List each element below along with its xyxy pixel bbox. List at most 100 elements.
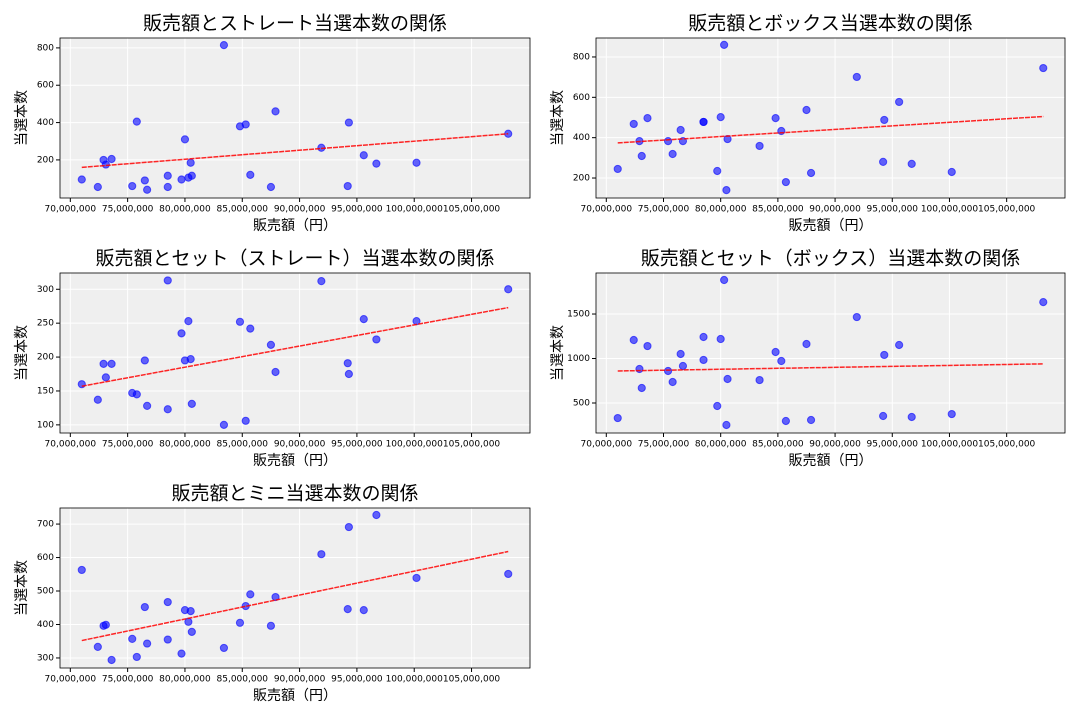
- scatter-point: [343, 359, 352, 368]
- y-tick-label: 1000: [567, 354, 590, 364]
- scatter-point: [947, 167, 956, 177]
- scatter-point: [907, 412, 916, 422]
- scatter-point: [895, 340, 904, 350]
- scatter-point: [132, 117, 141, 126]
- scatter-point: [629, 335, 638, 345]
- scatter-point: [412, 158, 421, 167]
- y-tick-label: 600: [37, 81, 54, 91]
- x-tick-label: 90,000,000: [809, 205, 861, 215]
- x-tick-label: 100,000,000: [386, 440, 444, 450]
- y-tick-label: 500: [37, 587, 54, 597]
- scatter-point: [504, 569, 513, 579]
- y-tick-label: 300: [37, 285, 54, 295]
- scatter-point: [755, 375, 764, 385]
- scatter-point: [143, 401, 152, 410]
- scatter-point: [101, 620, 110, 629]
- trend-line: [617, 363, 1044, 372]
- scatter-point: [186, 606, 195, 616]
- scatter-point: [246, 170, 255, 179]
- y-tick-label: 800: [37, 43, 54, 53]
- y-tick-label: 800: [573, 52, 590, 62]
- scatter-point: [177, 329, 186, 338]
- x-tick-label: 80,000,000: [159, 205, 211, 215]
- scatter-point: [187, 627, 196, 636]
- scatter-point: [241, 120, 250, 129]
- x-tick-label: 85,000,000: [217, 675, 269, 685]
- scatter-point: [635, 364, 644, 374]
- scatter-point: [219, 643, 229, 653]
- y-tick-label: 200: [37, 155, 54, 165]
- scatter-point: [128, 634, 137, 643]
- scatter-point: [77, 380, 86, 389]
- scatter-point: [359, 315, 368, 324]
- y-tick-label: 600: [573, 93, 590, 103]
- scatter-point: [163, 405, 172, 414]
- y-axis-label: 当選本数: [14, 325, 30, 381]
- scatter-point: [777, 126, 786, 136]
- scatter-point: [235, 618, 245, 627]
- scatter-point: [678, 361, 688, 371]
- x-tick-label: 80,000,000: [159, 675, 211, 685]
- scatter-point: [777, 356, 786, 366]
- x-tick-label: 70,000,000: [45, 675, 97, 685]
- scatter-point: [246, 590, 255, 599]
- scatter-point: [107, 359, 116, 368]
- scatter-point: [716, 334, 725, 344]
- x-tick-label: 70,000,000: [581, 440, 633, 450]
- scatter-point: [781, 416, 790, 426]
- scatter-point: [771, 347, 780, 357]
- x-axis-label: 販売額（円）: [253, 453, 337, 469]
- scatter-point: [143, 185, 152, 194]
- x-tick-label: 95,000,000: [867, 440, 919, 450]
- scatter-point: [676, 349, 685, 359]
- scatter-point: [163, 276, 172, 285]
- scatter-point: [163, 635, 172, 644]
- scatter-point: [372, 510, 381, 520]
- scatter-point: [663, 137, 673, 146]
- y-axis-label: 当選本数: [550, 325, 566, 381]
- scatter-point: [720, 275, 729, 285]
- scatter-point: [177, 175, 186, 184]
- scatter-point: [93, 182, 102, 192]
- scatter-point: [186, 158, 195, 167]
- y-axis-label: 当選本数: [14, 560, 30, 616]
- y-tick-label: 700: [37, 520, 54, 530]
- x-tick-label: 70,000,000: [45, 440, 97, 450]
- x-axis-label: 販売額（円）: [789, 453, 873, 469]
- scatter-point: [359, 151, 368, 160]
- chart-title: 販売額とセット（ストレート）当選本数の関係: [95, 248, 494, 270]
- y-tick-label: 400: [37, 118, 54, 128]
- y-tick-label: 500: [573, 399, 590, 409]
- y-tick-label: 400: [573, 133, 590, 143]
- scatter-point: [723, 374, 732, 384]
- x-tick-label: 95,000,000: [867, 205, 919, 215]
- scatter-point: [77, 175, 86, 184]
- scatter-point: [184, 317, 193, 326]
- plot-area: [60, 38, 530, 198]
- x-tick-label: 75,000,000: [638, 205, 690, 215]
- scatter-point: [235, 317, 245, 326]
- x-tick-label: 85,000,000: [217, 440, 269, 450]
- scatter-point: [699, 117, 708, 127]
- scatter-point: [722, 186, 731, 195]
- scatter-point: [1039, 63, 1048, 73]
- plot-area: [596, 38, 1065, 198]
- chart-title: 販売額とミニ当選本数の関係: [171, 483, 418, 505]
- scatter-point: [266, 340, 276, 349]
- scatter-point: [637, 383, 646, 393]
- scatter-point: [504, 129, 513, 138]
- x-tick-label: 70,000,000: [45, 205, 97, 215]
- scatter-point: [781, 177, 790, 187]
- scatter-point: [372, 159, 381, 168]
- scatter-point: [271, 367, 280, 377]
- scatter-point: [246, 324, 255, 333]
- chart-title: 販売額とセット（ボックス）当選本数の関係: [641, 248, 1020, 270]
- y-axis-label: 当選本数: [550, 90, 566, 146]
- x-tick-label: 105,000,000: [443, 440, 501, 450]
- scatter-point: [140, 356, 149, 365]
- plot-area: [60, 508, 530, 668]
- x-tick-label: 105,000,000: [443, 675, 501, 685]
- scatter-point: [271, 592, 280, 602]
- trend-line: [81, 306, 509, 387]
- scatter-point: [699, 355, 708, 365]
